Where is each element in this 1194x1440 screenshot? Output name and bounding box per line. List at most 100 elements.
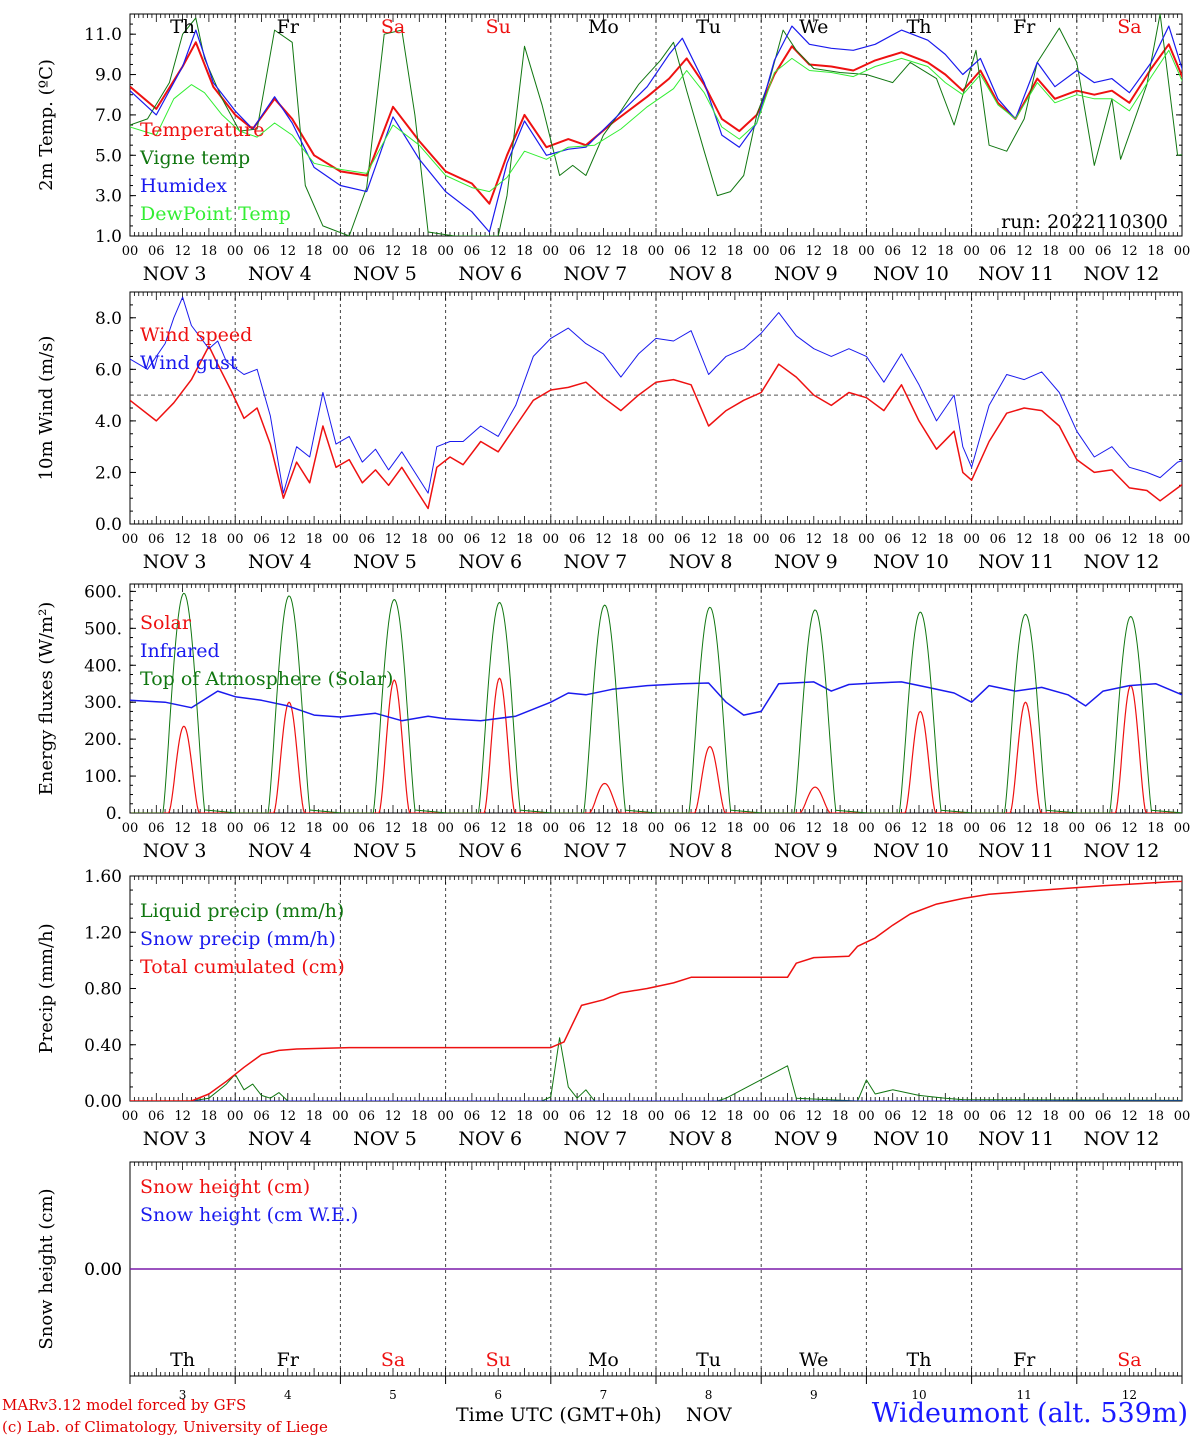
day-name-top: Tu — [696, 16, 721, 38]
lab-credit: (c) Lab. of Climatology, University of L… — [2, 1418, 328, 1436]
hour-label: 06 — [148, 532, 165, 547]
hour-label: 18 — [1042, 821, 1059, 836]
hour-label: 12 — [174, 1109, 191, 1124]
series-line-wind-gust — [130, 296, 1182, 494]
hour-label: 00 — [332, 532, 349, 547]
hour-label: 00 — [963, 532, 980, 547]
panel-1 — [129, 13, 1183, 237]
day-number: 6 — [494, 1388, 502, 1402]
date-label: NOV 7 — [564, 840, 628, 862]
hour-label: 12 — [1016, 821, 1033, 836]
day-number: 12 — [1122, 1388, 1137, 1402]
date-label: NOV 12 — [1083, 551, 1159, 573]
day-number: 3 — [179, 1388, 187, 1402]
day-name-bottom: Tu — [696, 1349, 721, 1371]
date-label: NOV 4 — [248, 551, 312, 573]
date-label: NOV 3 — [143, 840, 207, 862]
y-tick-label: 0.0 — [95, 515, 122, 535]
y-tick-label: 1.20 — [84, 923, 122, 943]
hour-label: 18 — [306, 1109, 323, 1124]
y-tick-label: 5.0 — [95, 146, 122, 166]
series-line-total-cumulated-cm- — [130, 880, 1182, 1101]
legend-entry: Total cumulated (cm) — [140, 956, 345, 978]
date-label: NOV 3 — [143, 1128, 207, 1150]
hour-label: 12 — [1016, 532, 1033, 547]
legend-entry: Wind speed — [140, 324, 252, 346]
hour-label: 18 — [516, 1109, 533, 1124]
hour-label: 12 — [806, 244, 823, 259]
hour-label: 18 — [1147, 244, 1164, 259]
date-label: NOV 7 — [564, 1128, 628, 1150]
hour-label: 06 — [358, 244, 375, 259]
y-axis-title: Energy fluxes (W/m²) — [36, 602, 57, 796]
x-axis-month: NOV — [686, 1404, 732, 1426]
hour-label: 06 — [464, 821, 481, 836]
model-credit: MARv3.12 model forced by GFS — [2, 1396, 247, 1414]
hour-label: 12 — [595, 532, 612, 547]
hour-label: 12 — [806, 1109, 823, 1124]
legend-entry: Temperature — [140, 119, 264, 141]
hour-label: 00 — [543, 821, 560, 836]
y-tick-label: 6.0 — [95, 360, 122, 380]
date-label: NOV 6 — [458, 1128, 522, 1150]
hour-label: 00 — [543, 1109, 560, 1124]
hour-label: 12 — [385, 1109, 402, 1124]
date-label: NOV 4 — [248, 840, 312, 862]
y-tick-label: 0.00 — [84, 1092, 122, 1112]
date-label: NOV 11 — [978, 263, 1054, 285]
day-number: 7 — [600, 1388, 608, 1402]
date-label: NOV 7 — [564, 263, 628, 285]
series-line-humidex — [130, 25, 1182, 233]
day-number: 10 — [911, 1388, 926, 1402]
legend-entry: Snow height (cm W.E.) — [140, 1204, 358, 1226]
hour-label: 18 — [516, 821, 533, 836]
y-axis-title: Snow height (cm) — [36, 1188, 57, 1349]
hour-label: 18 — [1042, 532, 1059, 547]
hour-label: 18 — [1042, 1109, 1059, 1124]
y-axis-title: Precip (mm/h) — [36, 923, 57, 1053]
hour-label: 06 — [253, 244, 270, 259]
hour-label: 00 — [437, 821, 454, 836]
legend-entry: Top of Atmosphere (Solar) — [140, 668, 393, 690]
day-name-bottom: Sa — [1117, 1349, 1141, 1371]
date-label: NOV 8 — [669, 551, 733, 573]
series-line-liquid-precip-mm-h- — [130, 1037, 1182, 1101]
hour-label: 00 — [1069, 532, 1086, 547]
hour-label: 12 — [490, 532, 507, 547]
run-label: run: 2022110300 — [1001, 211, 1168, 233]
date-label: NOV 10 — [873, 840, 949, 862]
date-label: NOV 8 — [669, 263, 733, 285]
y-tick-label: 7.0 — [95, 106, 122, 126]
y-tick-label: 0.00 — [84, 1260, 122, 1280]
hour-label: 18 — [306, 532, 323, 547]
date-label: NOV 8 — [669, 1128, 733, 1150]
hour-label: 12 — [385, 532, 402, 547]
hour-label: 00 — [227, 821, 244, 836]
y-tick-label: 2.0 — [95, 463, 122, 483]
hour-label: 06 — [148, 821, 165, 836]
legend-entry: Humidex — [140, 175, 227, 197]
hour-label: 00 — [122, 821, 139, 836]
y-tick-label: 8.0 — [95, 309, 122, 329]
hour-label: 00 — [227, 532, 244, 547]
series-line-solar — [131, 677, 1182, 813]
date-label: NOV 3 — [143, 551, 207, 573]
hour-label: 12 — [1121, 821, 1138, 836]
hour-label: 06 — [1095, 1109, 1112, 1124]
hour-label: 12 — [490, 1109, 507, 1124]
hour-label: 12 — [490, 821, 507, 836]
hour-label: 00 — [858, 244, 875, 259]
panel-4 — [129, 875, 1183, 1102]
hour-label: 18 — [1147, 532, 1164, 547]
hour-label: 18 — [411, 532, 428, 547]
hour-label: 18 — [832, 532, 849, 547]
series-line-wind-speed — [130, 345, 1182, 510]
hour-label: 00 — [1174, 244, 1191, 259]
date-label: NOV 9 — [774, 840, 838, 862]
hour-label: 18 — [621, 244, 638, 259]
hour-label: 06 — [569, 821, 586, 836]
legend-entry: Vigne temp — [139, 147, 250, 169]
day-number: 8 — [705, 1388, 713, 1402]
hour-label: 06 — [358, 532, 375, 547]
y-tick-label: 300. — [84, 693, 122, 713]
